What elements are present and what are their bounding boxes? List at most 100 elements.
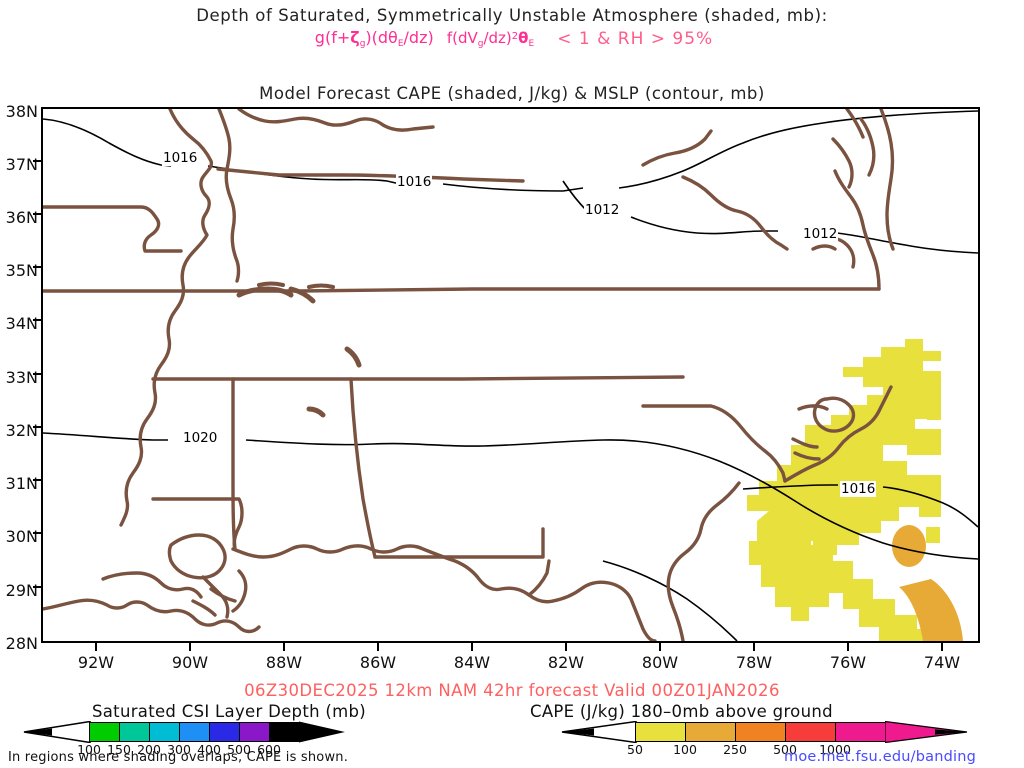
x-tick [847,643,849,651]
y-tick-label: 37N [5,155,38,174]
border-tennessee-south [151,375,685,381]
border-sc-nc [641,404,787,483]
colorbar-cape-seg-100[interactable] [686,723,736,741]
y-tick [33,160,41,162]
colorbar-csi-seg-150[interactable] [120,723,150,741]
colorbar-cape-left-tip [561,721,637,743]
coast-apalachee [527,559,551,597]
cape-pixel-dot [889,467,897,475]
y-tick-label: 38N [5,102,38,121]
feature-lake-sc [306,406,326,418]
colorbar-cape-seg-50[interactable] [636,723,686,741]
y-tick [33,426,41,428]
map-plot-area[interactable] [41,107,980,643]
x-tick-label: 86W [359,653,397,672]
x-tick-label: 80W [641,653,679,672]
colorbar-csi[interactable]: 100 150 200 300 400 500 600 [22,721,345,757]
x-tick [753,643,755,651]
colorbar-csi-tick: 600 [257,742,281,757]
y-tick-label: 36N [5,208,38,227]
feature-island-1 [236,286,294,298]
y-tick-label: 34N [5,314,38,333]
contour-1016-atlantic [742,484,978,528]
coast-delmarva [845,109,895,251]
cape-pixel-dot-2 [926,527,940,543]
border-tennessee-north [216,167,525,183]
colorbar-csi-seg-300[interactable] [180,723,210,741]
border-tennessee-river [217,109,241,283]
colorbar-cape[interactable]: 50 100 250 500 1000 [560,721,980,757]
cape-pixel-dot-3 [927,406,941,420]
border-mississippi-river [119,109,214,527]
page-title: Depth of Saturated, Symmetrically Unstab… [196,6,828,25]
y-tick [33,266,41,268]
fraction-denominator: f(dVg/dz)2θE [446,29,535,50]
cape-region-100-core [892,525,926,567]
y-axis: 38N 37N 36N 35N 34N 33N 32N 31N 30N 29N … [0,100,41,660]
legend-title-cape: CAPE (J/kg) 180–0mb above ground [530,702,833,721]
colorbar-csi-seg-400[interactable] [210,723,240,741]
forecast-valid-line: 06Z30DEC2025 12km NAM 42hr forecast Vali… [244,681,780,700]
coast-delta [191,569,248,619]
colorbar-csi-right-tip [299,721,345,743]
border-ohio-river [237,109,435,132]
colorbar-csi-tick: 200 [137,742,161,757]
colorbar-csi-seg-100[interactable] [90,723,120,741]
colorbar-csi-body[interactable] [89,722,301,742]
contour-1016-north [43,110,978,192]
border-al-ga [349,377,377,559]
feature-island-2 [307,283,335,289]
cape-shading-layer [747,339,963,641]
x-tick [189,643,191,651]
formula-block: g(f+ζg)(dθE/dz) f(dVg/dz)2θE < 1 & RH > … [0,28,1024,49]
y-tick [33,586,41,588]
cape-region-50-south [749,511,941,641]
colorbar-csi-seg-200[interactable] [150,723,180,741]
feature-lake-ga [344,346,362,368]
coast-georgia-sc [666,481,741,641]
contour-1012 [562,180,978,254]
coast-florida-west [551,580,657,641]
legend-title-csi: Saturated CSI Layer Depth (mb) [92,702,367,721]
feature-lake-ky [257,281,285,287]
colorbar-cape-right-tip [885,721,968,743]
cape-region-100-band [899,579,963,641]
border-ms-al [231,377,237,551]
colorbar-csi-left-tip [23,721,91,743]
colorbar-csi-seg-500[interactable] [240,723,270,741]
y-tick [33,373,41,375]
y-tick-label: 35N [5,261,38,280]
colorbar-csi-tick: 300 [167,742,191,757]
y-tick-label: 33N [5,368,38,387]
fraction-numerator: g(f+ζg)(dθE/dz) [314,28,434,50]
source-site-link[interactable]: moe.met.fsu.edu/banding [784,749,977,765]
x-tick-label: 82W [547,653,585,672]
overlap-footnote: In regions where shading overlaps, CAPE … [8,750,349,765]
x-axis: 92W 90W 88W 86W 84W 82W 80W 78W 76W 74W [0,643,1024,677]
y-tick-label: 29N [5,581,38,600]
border-ga-fl [373,527,545,559]
colorbar-cape-body[interactable] [635,722,887,742]
colorbar-cape-seg-250[interactable] [736,723,786,741]
x-tick [565,643,567,651]
y-tick [33,213,41,215]
colorbar-cape-seg-500[interactable] [786,723,836,741]
coast-chesapeake [811,117,881,291]
x-tick-label: 84W [453,653,491,672]
formula-condition: < 1 & RH > 95% [557,28,714,49]
colorbar-csi-seg-600[interactable] [270,723,300,741]
x-tick [95,643,97,651]
y-tick [33,319,41,321]
colorbar-cape-seg-1000[interactable] [836,723,886,741]
mslp-contours [43,110,978,641]
coast-gulf [43,533,555,634]
colorbar-cape-ticklabels: 50 100 250 500 1000 [560,742,980,757]
state-borders [43,109,895,641]
x-tick-label: 74W [923,653,961,672]
border-va-nc [43,287,881,293]
border-arkansas-north [43,205,183,253]
x-tick-label: 90W [171,653,209,672]
contour-1020 [43,432,978,560]
y-tick-label: 30N [5,527,38,546]
colorbar-csi-tick: 400 [197,742,221,757]
